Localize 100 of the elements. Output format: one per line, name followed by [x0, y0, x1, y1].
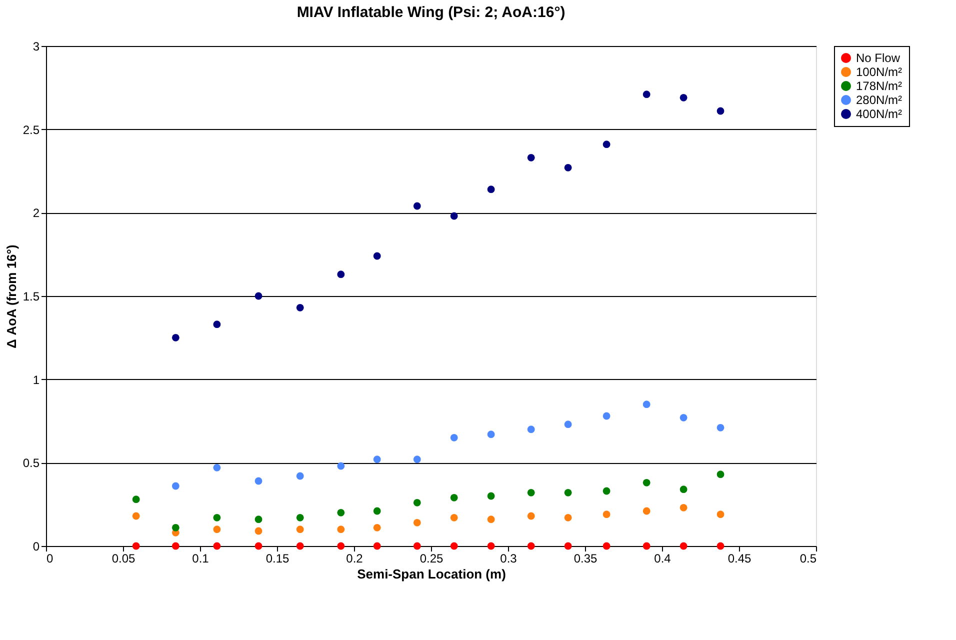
- x-tick-label: 0.05: [112, 552, 136, 566]
- point: [373, 524, 381, 532]
- point: [213, 542, 221, 550]
- point: [680, 486, 688, 494]
- point: [413, 542, 421, 550]
- point: [296, 542, 304, 550]
- point: [132, 512, 140, 520]
- point: [373, 542, 381, 550]
- y-tick-label: 1.5: [22, 290, 40, 304]
- point: [527, 542, 535, 550]
- point: [254, 516, 262, 524]
- point: [296, 472, 304, 480]
- x-tick-label: 0.1: [192, 552, 210, 566]
- point: [680, 94, 688, 102]
- point: [487, 430, 495, 438]
- x-tick-label: 0: [46, 552, 54, 566]
- point: [564, 542, 572, 550]
- point: [413, 456, 421, 464]
- legend-label: 100N/m²: [856, 65, 902, 79]
- point: [254, 542, 262, 550]
- chart-title: MIAV Inflatable Wing (Psi: 2; AoA:16°): [296, 4, 566, 21]
- point: [527, 512, 535, 520]
- point: [602, 542, 610, 550]
- y-tick-label: 2.5: [22, 122, 40, 137]
- point: [716, 542, 724, 550]
- point: [487, 542, 495, 550]
- point: [254, 292, 262, 300]
- point: [213, 514, 221, 522]
- point: [337, 526, 345, 534]
- point: [564, 420, 572, 428]
- point: [487, 516, 495, 524]
- x-tick-label: 0.15: [266, 552, 290, 566]
- y-tick-label: 0.5: [22, 456, 40, 470]
- point: [213, 526, 221, 534]
- point: [602, 140, 610, 148]
- point: [602, 510, 610, 518]
- y-tick-label: 3: [32, 40, 40, 54]
- point: [680, 542, 688, 550]
- point: [213, 320, 221, 328]
- legend-label: No Flow: [856, 51, 900, 65]
- point: [172, 334, 180, 342]
- point: [413, 202, 421, 210]
- y-tick-label: 1: [32, 372, 40, 387]
- point: [716, 107, 724, 115]
- point: [450, 514, 458, 522]
- x-tick-label: 0.2: [346, 552, 364, 566]
- x-tick-label: 0.45: [728, 552, 752, 566]
- point: [172, 482, 180, 490]
- point: [296, 526, 304, 534]
- point: [450, 494, 458, 502]
- point: [716, 424, 724, 432]
- point: [172, 542, 180, 550]
- point: [564, 514, 572, 522]
- point: [602, 487, 610, 495]
- point: [527, 154, 535, 162]
- legend-label: 400N/m²: [856, 107, 902, 121]
- x-tick-label: 0.4: [654, 552, 672, 566]
- point: [213, 464, 221, 472]
- point: [172, 524, 180, 532]
- point: [337, 542, 345, 550]
- point: [450, 542, 458, 550]
- x-tick-label: 0.25: [420, 552, 444, 566]
- point: [450, 212, 458, 220]
- x-axis-title: Semi-Span Location (m): [357, 566, 506, 582]
- point: [450, 434, 458, 442]
- point: [680, 504, 688, 512]
- point: [254, 477, 262, 485]
- point: [642, 478, 650, 486]
- point: [642, 90, 650, 98]
- point: [337, 462, 345, 470]
- point: [602, 412, 610, 420]
- legend-label: 178N/m²: [856, 79, 902, 93]
- legend-label: 280N/m²: [856, 93, 902, 107]
- y-tick-label: 2: [32, 206, 40, 220]
- point: [487, 186, 495, 194]
- point: [132, 542, 140, 550]
- point: [642, 400, 650, 408]
- point: [296, 514, 304, 522]
- point: [132, 496, 140, 504]
- x-tick-label: 0.35: [574, 552, 598, 566]
- point: [564, 488, 572, 496]
- point: [296, 304, 304, 312]
- point: [254, 527, 262, 535]
- point: [413, 518, 421, 526]
- point: [527, 426, 535, 434]
- point: [337, 508, 345, 516]
- point: [373, 456, 381, 464]
- y-tick-label: 0: [32, 540, 40, 554]
- point: [337, 270, 345, 278]
- x-tick-label: 0.5: [800, 552, 817, 566]
- point: [680, 414, 688, 422]
- point: [373, 252, 381, 260]
- point: [487, 492, 495, 500]
- point: [716, 510, 724, 518]
- point: [642, 542, 650, 550]
- point: [564, 164, 572, 172]
- point: [716, 470, 724, 478]
- point: [527, 488, 535, 496]
- point: [413, 498, 421, 506]
- y-axis-title: Δ AoA (from 16°): [4, 244, 19, 348]
